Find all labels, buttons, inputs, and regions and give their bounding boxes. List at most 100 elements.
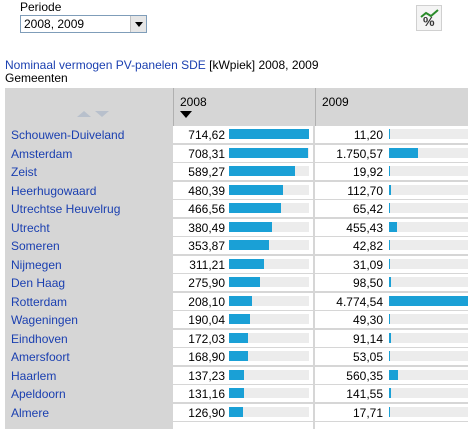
value-2008-cell: 353,87	[173, 237, 313, 254]
municipality-link[interactable]: Zeist	[11, 165, 38, 179]
title-link[interactable]: Nominaal vermogen PV-panelen SDE	[5, 58, 206, 72]
value-2008-cell: 480,39	[173, 181, 313, 199]
municipality-link[interactable]: Almere	[11, 405, 50, 420]
value-2008: 466,56	[188, 202, 225, 216]
bar-2008-track	[229, 295, 309, 306]
table-subtitle: Gemeenten	[5, 71, 68, 85]
value-2009-cell: 91,14	[315, 329, 468, 347]
header-2008[interactable]: 2008	[173, 88, 313, 126]
bar-2008-track	[229, 314, 309, 324]
table-row	[5, 422, 468, 429]
periode-value: 2008, 2009	[24, 17, 85, 31]
bar-2008-track	[229, 184, 309, 195]
municipality-link[interactable]: Utrechtse Heuvelrug	[11, 202, 121, 216]
municipality-link[interactable]: Wageningen	[11, 313, 78, 327]
municipality-link[interactable]: Nijmegen	[11, 257, 62, 272]
municipality-link[interactable]: Someren	[11, 239, 60, 253]
bar-2009	[389, 369, 399, 380]
value-2009: 31,09	[352, 257, 383, 272]
bar-2009	[389, 147, 418, 158]
header-2008-label: 2008	[180, 95, 207, 109]
bar-2009	[389, 221, 397, 232]
value-2008-cell: 380,49	[173, 218, 313, 236]
value-2008: 353,87	[188, 239, 225, 253]
bar-2008	[229, 277, 260, 287]
table-row: Heerhugowaard 480,39 112,70	[5, 181, 468, 200]
data-grid: 2008 2009 Schouwen-Duiveland 714,62 11,20 A…	[5, 88, 468, 429]
row-name-cell: Heerhugowaard	[5, 181, 172, 200]
table-row: Wageningen 190,04 49,30	[5, 311, 468, 329]
value-2009-cell: 65,42	[315, 200, 468, 217]
row-name-cell: Rotterdam	[5, 292, 172, 311]
value-2009-cell: 11,20	[315, 126, 468, 143]
bar-2009	[389, 388, 392, 398]
bar-2009	[389, 314, 390, 324]
bar-2008	[229, 184, 283, 195]
value-2009: 42,82	[352, 239, 383, 253]
bar-2009	[389, 277, 391, 287]
value-2008: 380,49	[188, 220, 225, 235]
table-row: Haarlem 137,23 560,35	[5, 366, 468, 385]
bar-2009-track	[389, 147, 468, 158]
value-2008-cell: 311,21	[173, 255, 313, 273]
value-2008-cell: 714,62	[173, 126, 313, 143]
municipality-link[interactable]: Schouwen-Duiveland	[11, 128, 125, 142]
table-row: Almere 126,90 17,71	[5, 403, 468, 422]
value-2009-cell: 1.750,57	[315, 144, 468, 162]
value-2009: 4.774,54	[336, 294, 383, 309]
municipality-link[interactable]: Den Haag	[11, 276, 66, 290]
bar-2009-track	[389, 184, 468, 195]
sort-icon[interactable]	[75, 110, 111, 118]
bar-2008	[229, 147, 309, 158]
header-2009-label: 2009	[322, 95, 349, 109]
row-name-cell: Amsterdam	[5, 144, 172, 163]
bar-2009-track	[389, 351, 468, 361]
municipality-link[interactable]: Haarlem	[11, 368, 57, 383]
bar-2008	[229, 203, 282, 213]
table-row: Utrechtse Heuvelrug 466,56 65,42	[5, 200, 468, 218]
row-name-cell: Wageningen	[5, 311, 172, 329]
municipality-link[interactable]: Apeldoorn	[11, 387, 66, 401]
bar-2008-track	[229, 388, 309, 398]
row-name-cell: Utrecht	[5, 218, 172, 237]
value-2009-cell: 19,92	[315, 163, 468, 180]
bar-2008-track	[229, 240, 309, 250]
value-2009: 560,35	[346, 368, 383, 383]
bar-2008	[229, 295, 253, 306]
periode-select[interactable]: 2008, 2009	[20, 15, 147, 33]
row-name-cell: Zeist	[5, 163, 172, 181]
bar-2009	[389, 295, 468, 306]
municipality-link[interactable]: Utrecht	[11, 220, 50, 235]
municipality-link[interactable]: Rotterdam	[11, 294, 68, 309]
bar-2009	[389, 240, 390, 250]
municipality-link[interactable]: Heerhugowaard	[11, 183, 97, 198]
municipality-link[interactable]: Amersfoort	[11, 350, 70, 364]
value-2008-cell: 275,90	[173, 274, 313, 291]
header-2009[interactable]: 2009	[315, 88, 468, 126]
percent-chart-icon: %	[420, 9, 440, 29]
value-2009-cell: 42,82	[315, 237, 468, 254]
bar-2008-track	[229, 277, 309, 287]
municipality-link[interactable]: Eindhoven	[11, 331, 68, 346]
value-2008-cell: 172,03	[173, 329, 313, 347]
bar-2009	[389, 166, 390, 176]
bar-2009-track	[389, 166, 468, 176]
percent-chart-button[interactable]: %	[416, 5, 442, 31]
header-name[interactable]	[5, 88, 172, 126]
bar-2008	[229, 129, 309, 139]
bar-2008	[229, 406, 244, 417]
chevron-down-icon[interactable]	[130, 16, 146, 32]
table-row: Amersfoort 168,90 53,05	[5, 348, 468, 366]
municipality-link[interactable]: Amsterdam	[11, 146, 73, 161]
bar-2008	[229, 369, 245, 380]
value-2009: 19,92	[352, 165, 383, 179]
table-row: Someren 353,87 42,82	[5, 237, 468, 255]
value-2008: 126,90	[188, 405, 225, 420]
value-2009: 49,30	[352, 313, 383, 327]
value-2008-cell: 589,27	[173, 163, 313, 180]
bar-2008-track	[229, 369, 309, 380]
value-2009: 112,70	[347, 183, 383, 198]
sort-desc-icon[interactable]	[180, 111, 192, 118]
value-2009-cell: 98,50	[315, 274, 468, 291]
bar-2009-track	[389, 388, 468, 398]
